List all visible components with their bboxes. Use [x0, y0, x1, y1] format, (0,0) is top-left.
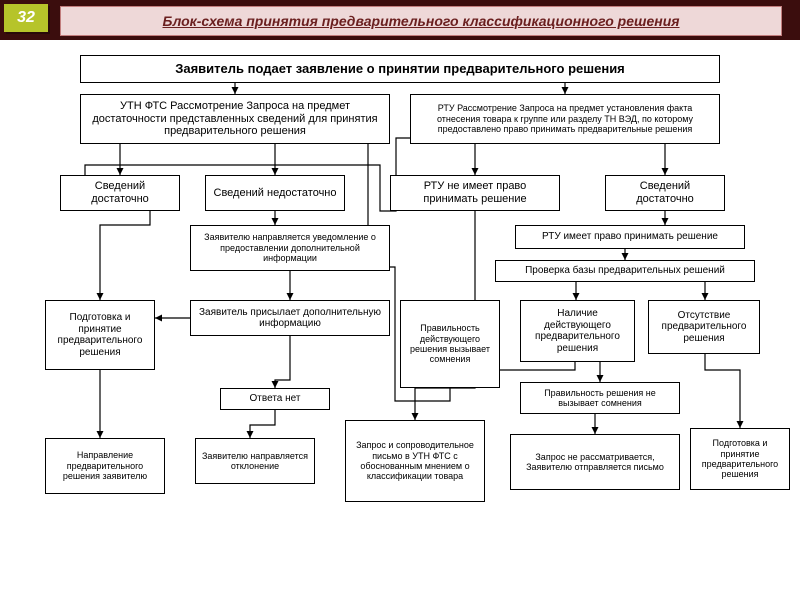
flow-node-n22: Подготовка и принятие предварительного р… — [690, 428, 790, 490]
flow-node-n6: РТУ не имеет право принимать решение — [390, 175, 560, 211]
flow-node-n21: Запрос не рассматривается, Заявителю отп… — [510, 434, 680, 490]
page-number-badge: 32 — [4, 4, 48, 32]
flow-node-n10: Проверка базы предварительных решений — [495, 260, 755, 282]
flow-node-n3: РТУ Рассмотрение Запроса на предмет уста… — [410, 94, 720, 144]
title-bar: Блок-схема принятия предварительного кла… — [0, 0, 800, 40]
flow-node-n2: УТН ФТС Рассмотрение Запроса на предмет … — [80, 94, 390, 144]
edge-15 — [275, 336, 290, 388]
flow-node-n9: РТУ имеет право принимать решение — [515, 225, 745, 249]
flowchart-slide: Блок-схема принятия предварительного кла… — [0, 0, 800, 600]
flow-node-n16: Ответа нет — [220, 388, 330, 410]
flow-node-n5: Сведений недостаточно — [205, 175, 345, 211]
flow-node-n13: Правильность действующего решения вызыва… — [400, 300, 500, 388]
flow-node-n14: Наличие действующего предварительного ре… — [520, 300, 635, 362]
flow-node-n11: Подготовка и принятие предварительного р… — [45, 300, 155, 370]
flow-node-n7: Сведений достаточно — [605, 175, 725, 211]
flow-node-n18: Направление предварительного решения зая… — [45, 438, 165, 494]
flow-node-n8: Заявителю направляется уведомление о пре… — [190, 225, 390, 271]
flow-node-n17: Правильность решения не вызывает сомнени… — [520, 382, 680, 414]
slide-title: Блок-схема принятия предварительного кла… — [60, 6, 782, 36]
flow-node-n20: Запрос и сопроводительное письмо в УТН Ф… — [345, 420, 485, 502]
flow-node-n4: Сведений достаточно — [60, 175, 180, 211]
edge-16 — [250, 410, 275, 438]
flow-node-n19: Заявителю направляется отклонение — [195, 438, 315, 484]
flow-node-n12: Заявитель присылает дополнительную инфор… — [190, 300, 390, 336]
edge-23 — [705, 354, 740, 428]
flow-node-n15: Отсутствие предварительного решения — [648, 300, 760, 354]
flow-node-n1: Заявитель подает заявление о принятии пр… — [80, 55, 720, 83]
